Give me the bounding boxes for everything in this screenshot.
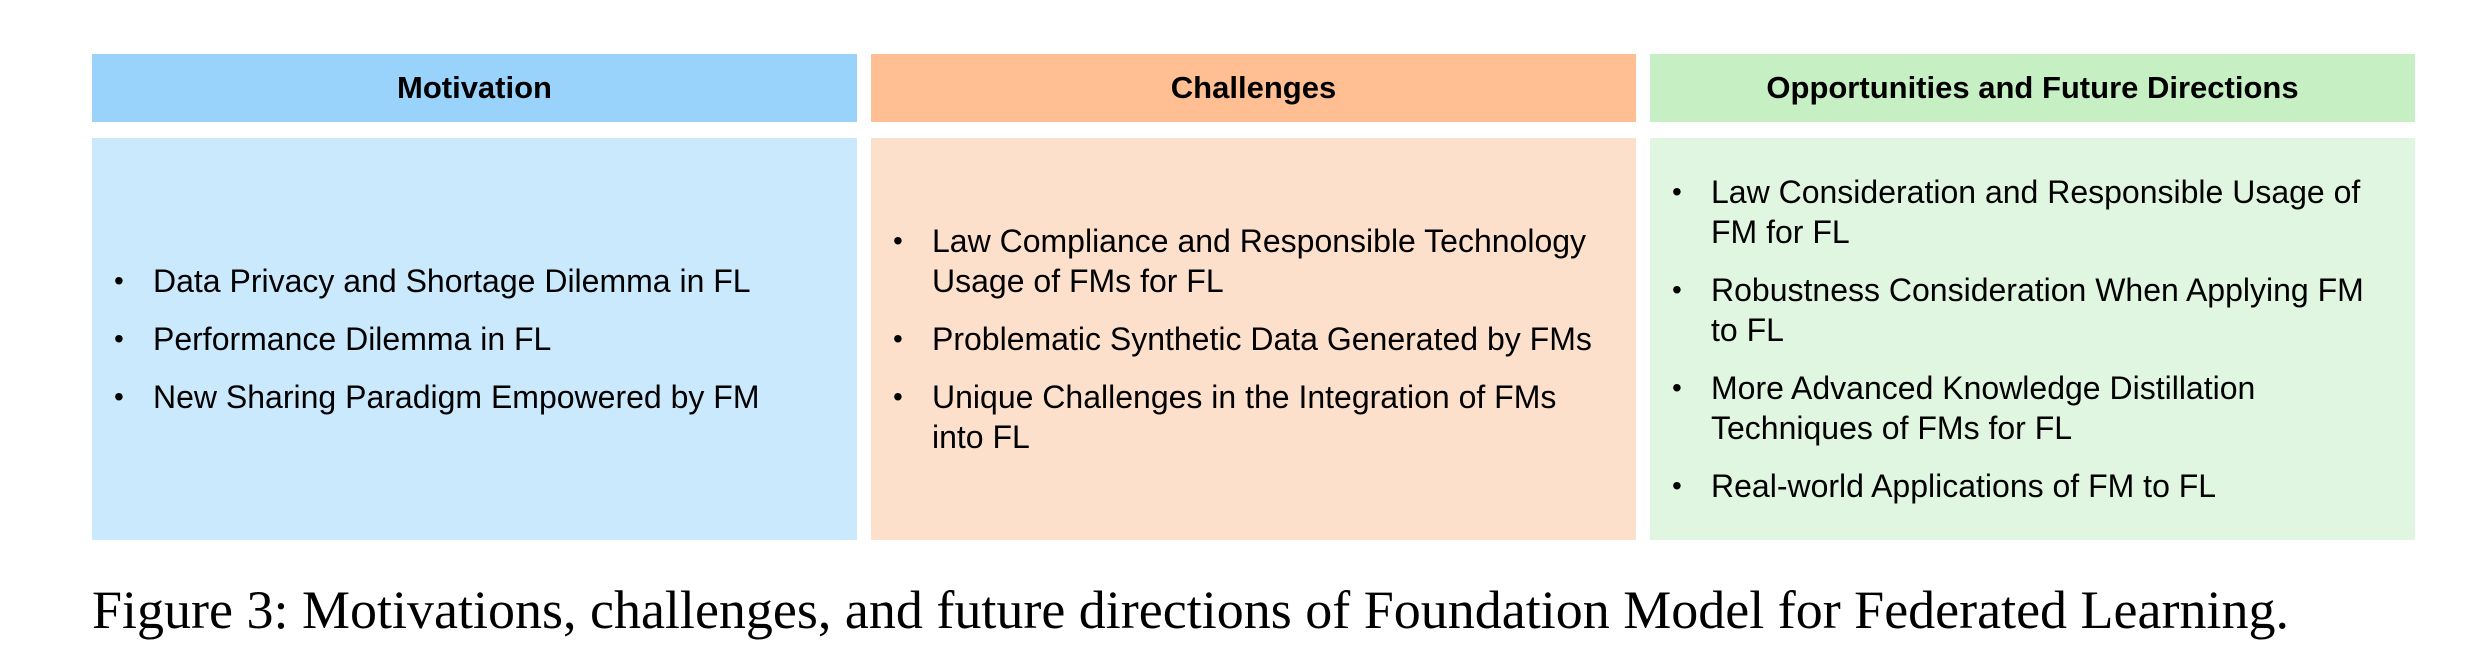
list-item: • New Sharing Paradigm Empowered by FM (114, 379, 760, 415)
bullet-icon: • (893, 225, 903, 256)
figure-caption: Figure 3: Motivations, challenges, and f… (92, 580, 2289, 640)
list-item: • Law Compliance and Responsible Technolo… (893, 223, 1587, 299)
motivation-header: Motivation (92, 54, 857, 122)
figure-panels: Motivation Challenges Opportunities and … (92, 54, 2416, 540)
bullet-icon: • (1672, 372, 1682, 403)
bullet-icon: • (893, 323, 903, 354)
motivation-list: • Data Privacy and Shortage Dilemma in FL… (112, 261, 827, 417)
list-item: • Robustness Consideration When Applying … (1672, 272, 2364, 348)
bullet-icon: • (114, 265, 124, 296)
motivation-title: Motivation (397, 70, 552, 105)
challenges-header: Challenges (871, 54, 1636, 122)
bullet-icon: • (1672, 274, 1682, 305)
bullet-icon: • (1672, 470, 1682, 501)
opportunities-list: • Law Consideration and Responsible Usage… (1670, 172, 2385, 506)
challenges-title: Challenges (1170, 70, 1337, 105)
bullet-icon: • (1672, 176, 1682, 207)
list-item: • Real-world Applications of FM to FL (1672, 468, 2217, 504)
list-item: • Law Consideration and Responsible Usage… (1672, 174, 2361, 250)
challenges-list: • Law Compliance and Responsible Technolo… (891, 221, 1606, 457)
opportunities-header: Opportunities and Future Directions (1650, 54, 2415, 122)
list-item: • Data Privacy and Shortage Dilemma in FL (114, 263, 751, 299)
list-item: • More Advanced Knowledge Distillation Te… (1672, 370, 2256, 446)
opportunities-title: Opportunities and Future Directions (1766, 70, 2299, 105)
list-item: • Performance Dilemma in FL (114, 321, 552, 357)
bullet-icon: • (893, 381, 903, 412)
bullet-icon: • (114, 323, 124, 354)
list-item: • Problematic Synthetic Data Generated by… (893, 321, 1592, 357)
bullet-icon: • (114, 381, 124, 412)
list-item: • Unique Challenges in the Integration of… (893, 379, 1557, 455)
challenges-body: • Law Compliance and Responsible Technolo… (871, 138, 1636, 540)
opportunities-body: • Law Consideration and Responsible Usage… (1650, 138, 2415, 540)
motivation-body: • Data Privacy and Shortage Dilemma in FL… (92, 138, 857, 540)
